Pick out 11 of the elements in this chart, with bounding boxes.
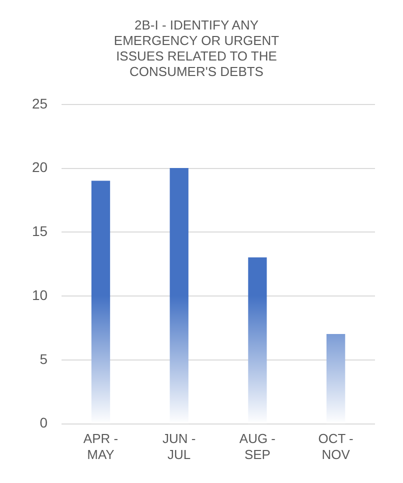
x-tick-label: JUN - JUL <box>162 431 196 462</box>
y-tick-label: 20 <box>32 159 48 176</box>
y-tick-label: 5 <box>40 350 48 367</box>
x-tick-label: OCT - NOV <box>318 431 354 462</box>
y-tick-label: 10 <box>32 286 48 303</box>
chart-title: 2B-I - IDENTIFY ANY EMERGENCY OR URGENT ISSUES RELATED TO THE CONSUMER'S DEBTS <box>114 17 280 80</box>
y-tick-label: 15 <box>32 223 48 240</box>
y-tick-label: 0 <box>40 414 48 431</box>
x-tick-label: APR - MAY <box>83 431 118 462</box>
y-tick-label: 25 <box>32 95 48 112</box>
x-tick-label: AUG - SEP <box>239 431 276 462</box>
